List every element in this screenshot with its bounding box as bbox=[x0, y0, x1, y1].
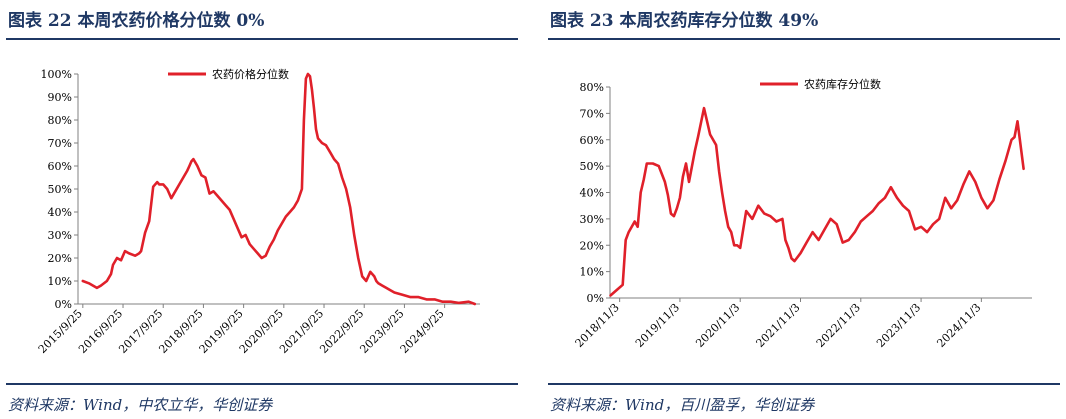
x-tick-label: 2018/11/3 bbox=[573, 301, 622, 350]
y-tick-label: 60% bbox=[580, 134, 604, 147]
y-tick-label: 70% bbox=[48, 137, 72, 150]
chart-title: 图表 22 本周农药价格分位数 0% bbox=[8, 11, 265, 31]
chart-panel-inventory: 图表 23 本周农药库存分位数 49% 0% 10% 20% 30% 40% 50% 60%… bbox=[548, 0, 1066, 419]
y-tick-label: 90% bbox=[48, 91, 72, 104]
legend-label: 农药价格分位数 bbox=[212, 67, 289, 81]
title-divider bbox=[6, 38, 518, 40]
y-tick-label: 50% bbox=[580, 160, 604, 173]
y-tick-label: 10% bbox=[580, 266, 604, 279]
source-note: 资料来源：Wind，百川盈孚，华创证券 bbox=[550, 396, 815, 414]
price-percentile-chart: 0%10%20%30%40%50%60%70%80%90%100%2015/9/… bbox=[36, 67, 480, 356]
source-note: 资料来源：Wind，中农立华，华创证券 bbox=[8, 396, 273, 414]
x-tick-label: 2024/11/3 bbox=[934, 301, 983, 350]
inventory-percentile-chart: 0% 10% 20% 30% 40% 50% 60% 70% 80% 2018/11/3 2019/… bbox=[573, 77, 1032, 350]
source-divider bbox=[548, 383, 1060, 385]
chart-panel-price: 图表 22 本周农药价格分位数 0% 0% 10% 20% 30% 40% 50% 60% 7… bbox=[6, 0, 524, 419]
x-tick-label: 2023/11/3 bbox=[874, 301, 923, 350]
y-tick-label: 30% bbox=[580, 213, 604, 226]
y-tick-label: 70% bbox=[580, 107, 604, 120]
series-line bbox=[609, 106, 1025, 297]
y-tick-label: 40% bbox=[48, 206, 72, 219]
x-tick-label: 2022/11/3 bbox=[814, 301, 863, 350]
y-tick-label: 10% bbox=[48, 275, 72, 288]
y-tick-label: 80% bbox=[48, 114, 72, 127]
y-tick-label: 30% bbox=[48, 229, 72, 242]
x-tick-label: 2019/11/3 bbox=[633, 301, 682, 350]
x-tick-label: 2024/9/25 bbox=[398, 307, 447, 356]
y-tick-label: 0% bbox=[587, 292, 604, 305]
y-tick-label: 20% bbox=[48, 252, 72, 265]
y-tick-label: 0% bbox=[55, 298, 72, 311]
x-tick-label: 2021/11/3 bbox=[754, 301, 803, 350]
series-line bbox=[81, 72, 477, 306]
y-tick-label: 100% bbox=[41, 68, 72, 81]
title-divider bbox=[548, 38, 1060, 40]
y-tick-label: 40% bbox=[580, 187, 604, 200]
legend-label: 农药库存分位数 bbox=[804, 77, 881, 91]
y-tick-label: 20% bbox=[580, 239, 604, 252]
chart-title: 图表 23 本周农药库存分位数 49% bbox=[550, 11, 819, 31]
y-tick-label: 60% bbox=[48, 160, 72, 173]
y-tick-label: 50% bbox=[48, 183, 72, 196]
source-divider bbox=[6, 383, 518, 385]
x-tick-label: 2020/11/3 bbox=[693, 301, 742, 350]
y-tick-label: 80% bbox=[580, 81, 604, 94]
